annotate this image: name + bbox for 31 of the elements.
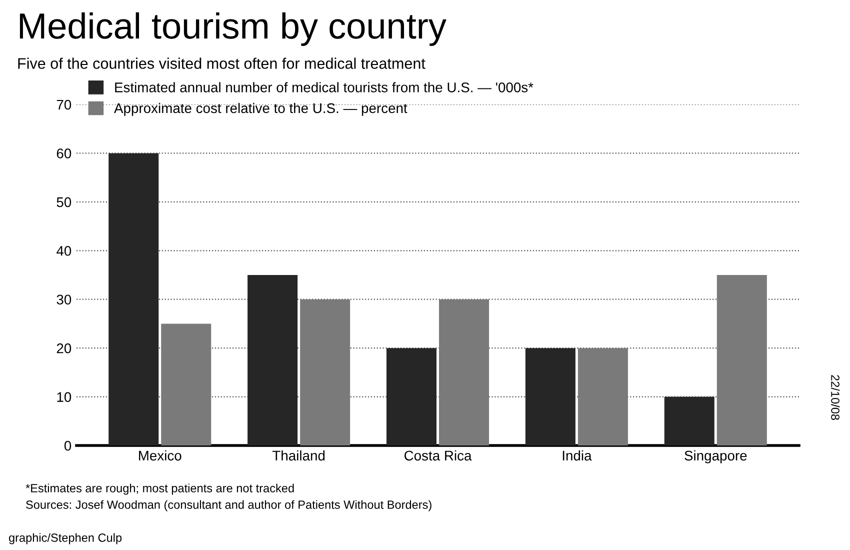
y-tick-label: 60 — [56, 148, 72, 158]
text: 22/10/08 — [831, 375, 840, 420]
bar — [664, 396, 714, 446]
x-tick-label: India — [562, 450, 592, 461]
bar — [108, 153, 159, 446]
y-tick-label: 20 — [56, 343, 72, 354]
bar — [386, 348, 436, 446]
x-tick-label: Mexico — [139, 450, 182, 461]
y-tick-label: 70 — [56, 100, 72, 110]
y-tick-label: 40 — [56, 246, 72, 256]
bar — [248, 275, 298, 446]
bar — [578, 348, 628, 446]
bar — [439, 299, 490, 446]
chart-title: Medical tourism by country — [20, 12, 446, 46]
source-note: Sources: Josef Woodman (consultant and author of Patients Without Borders) — [26, 500, 432, 512]
x-tick-label: Costa Rica — [404, 450, 472, 461]
legend-label: Approximate cost relative to the U.S. — percent — [114, 102, 408, 116]
y-tick-label: 50 — [56, 197, 72, 208]
text: graphic/Stephen Culp — [8, 533, 122, 544]
chart-subtitle: Five of the countries visited most often for medical treatment — [18, 58, 426, 69]
y-tick-label: 0 — [64, 440, 72, 451]
x-tick-label: Thailand — [272, 450, 325, 461]
y-tick-label: 10 — [57, 392, 72, 402]
x-tick-label: Singapore — [684, 450, 747, 464]
bar — [525, 348, 576, 446]
text: *Estimates are rough; most patients are not tracked — [26, 484, 294, 495]
bar — [161, 324, 212, 446]
bar — [300, 299, 350, 446]
y-tick-label: 30 — [56, 294, 72, 305]
bar — [716, 275, 767, 446]
legend-label: Estimated annual number of medical tourists from the U.S. — '000s* — [115, 82, 534, 92]
